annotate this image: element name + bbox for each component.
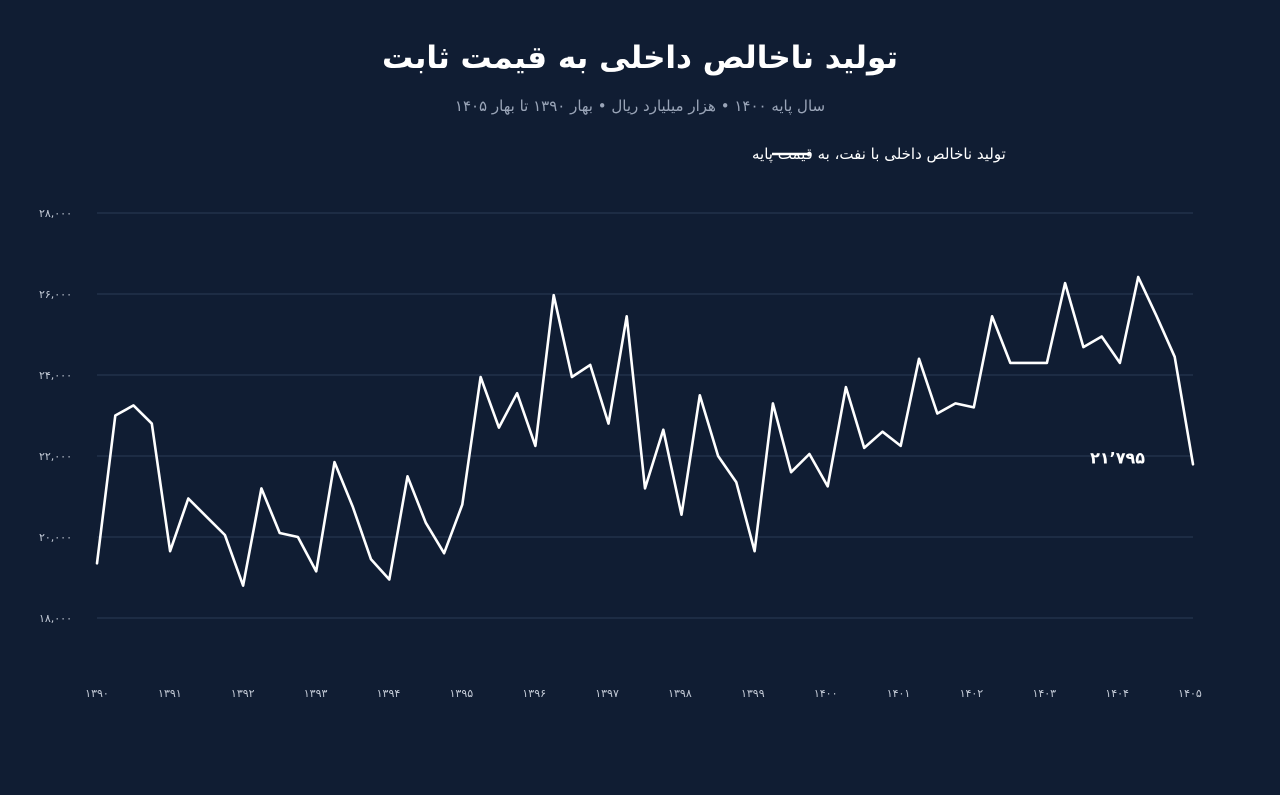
x-axis-ticks: ۱۳۹۰ ۱۳۹۱ ۱۳۹۲ ۱۳۹۳ ۱۳۹۴ ۱۳۹۵ ۱۳۹۶ ۱۳۹۷ ۱۳۹۸ ۱۳۹۹… (85, 687, 1202, 700)
x-tick-label: ۱۴۰۴ (1105, 687, 1129, 700)
x-tick-label: ۱۳۹۳ (304, 687, 328, 700)
x-tick-label: ۱۳۹۴ (377, 687, 401, 700)
y-tick-label: ۲۸,۰۰۰ (39, 207, 72, 220)
y-tick-label: ۲۶,۰۰۰ (39, 288, 72, 301)
y-tick-label: ۲۴,۰۰۰ (39, 369, 72, 382)
x-tick-label: ۱۳۹۸ (668, 687, 692, 700)
last-value-label: ۲۱٬۷۹۵ (1090, 448, 1145, 467)
x-tick-label: ۱۴۰۵ (1178, 687, 1202, 700)
x-tick-label: ۱۴۰۱ (887, 687, 911, 700)
x-tick-label: ۱۳۹۲ (231, 687, 255, 700)
chart-subtitle: سال پایه ۱۴۰۰ • هزار میلیارد ریال • بهار… (455, 97, 825, 116)
y-tick-label: ۲۰,۰۰۰ (39, 531, 72, 544)
x-tick-label: ۱۳۹۵ (450, 687, 474, 700)
x-tick-label: ۱۳۹۹ (741, 687, 765, 700)
x-tick-label: ۱۴۰۲ (960, 687, 984, 700)
legend: تولید ناخالص داخلی با نفت، به قیمت پایه (752, 145, 1006, 164)
x-tick-label: ۱۴۰۳ (1032, 687, 1056, 700)
y-tick-label: ۲۲,۰۰۰ (39, 450, 72, 463)
x-tick-label: ۱۳۹۰ (85, 687, 109, 700)
y-tick-label: ۱۸,۰۰۰ (39, 612, 72, 625)
legend-label: تولید ناخالص داخلی با نفت، به قیمت پایه (752, 145, 1006, 164)
x-tick-label: ۱۳۹۶ (522, 687, 546, 700)
y-axis-ticks: ۱۸,۰۰۰ ۲۰,۰۰۰ ۲۲,۰۰۰ ۲۴,۰۰۰ ۲۶,۰۰۰ ۲۸,۰۰۰ (39, 207, 72, 625)
chart-title: تولید ناخالص داخلی به قیمت ثابت (382, 40, 898, 76)
x-tick-label: ۱۴۰۰ (814, 687, 838, 700)
x-tick-label: ۱۳۹۷ (595, 687, 619, 700)
gridlines (97, 212, 1193, 619)
series-line-gdp (95, 275, 1195, 587)
x-tick-label: ۱۳۹۱ (158, 687, 182, 700)
